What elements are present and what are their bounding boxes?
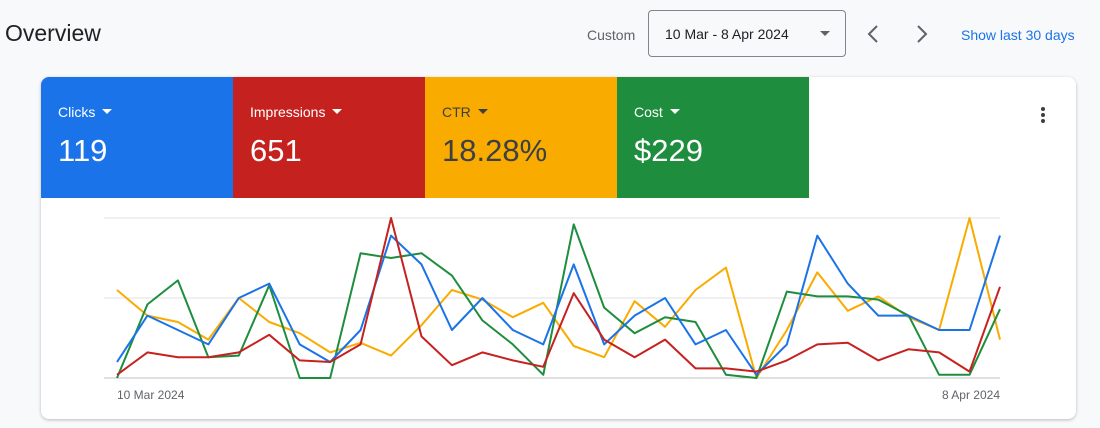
chart: 10 Mar 2024 8 Apr 2024 bbox=[104, 217, 1001, 402]
metric-tile[interactable]: Clicks 119 bbox=[41, 77, 233, 198]
dropdown-icon bbox=[102, 109, 113, 114]
metric-name: CTR bbox=[442, 104, 471, 120]
date-range: 10 Mar - 8 Apr 2024 bbox=[665, 26, 789, 42]
more-menu[interactable] bbox=[1037, 106, 1049, 126]
metric-header: CTR bbox=[442, 104, 489, 120]
x-tick-label: 8 Apr 2024 bbox=[942, 388, 1000, 402]
show-last-30-days[interactable]: Show last 30 days bbox=[961, 27, 1075, 43]
metric-header: Clicks bbox=[58, 104, 113, 120]
series-line bbox=[116, 223, 1001, 379]
date-picker[interactable]: 10 Mar - 8 Apr 2024 bbox=[648, 10, 846, 57]
metric-name: Cost bbox=[634, 104, 663, 120]
metric-value: 18.28% bbox=[442, 133, 548, 168]
metric-header: Cost bbox=[634, 104, 681, 120]
metric-value: $229 bbox=[634, 133, 703, 168]
dropdown-icon bbox=[477, 109, 488, 114]
prev-button[interactable] bbox=[864, 24, 882, 44]
x-tick-label: 10 Mar 2024 bbox=[117, 388, 185, 402]
series-line bbox=[116, 234, 1001, 376]
dropdown-icon bbox=[669, 109, 680, 114]
metric-name: Impressions bbox=[250, 104, 326, 120]
metric-tile[interactable]: Cost $229 bbox=[617, 77, 809, 198]
metric-tile[interactable]: Impressions 651 bbox=[233, 77, 425, 198]
metric-value: 651 bbox=[250, 133, 302, 168]
series-line bbox=[116, 217, 1001, 376]
series-line bbox=[116, 217, 1001, 379]
metric-header: Impressions bbox=[250, 104, 343, 120]
metric-name: Clicks bbox=[58, 104, 96, 120]
dropdown-icon bbox=[820, 31, 830, 36]
metric-tile[interactable]: CTR 18.28% bbox=[425, 77, 617, 198]
page-title: Overview bbox=[5, 20, 101, 46]
metric-value: 119 bbox=[58, 133, 108, 168]
overview-card: 10 Mar 2024 8 Apr 2024 Clicks 119 Impressio… bbox=[41, 77, 1076, 419]
dropdown-icon bbox=[332, 109, 343, 114]
next-button[interactable] bbox=[913, 24, 931, 44]
range-label: Custom bbox=[587, 27, 636, 43]
